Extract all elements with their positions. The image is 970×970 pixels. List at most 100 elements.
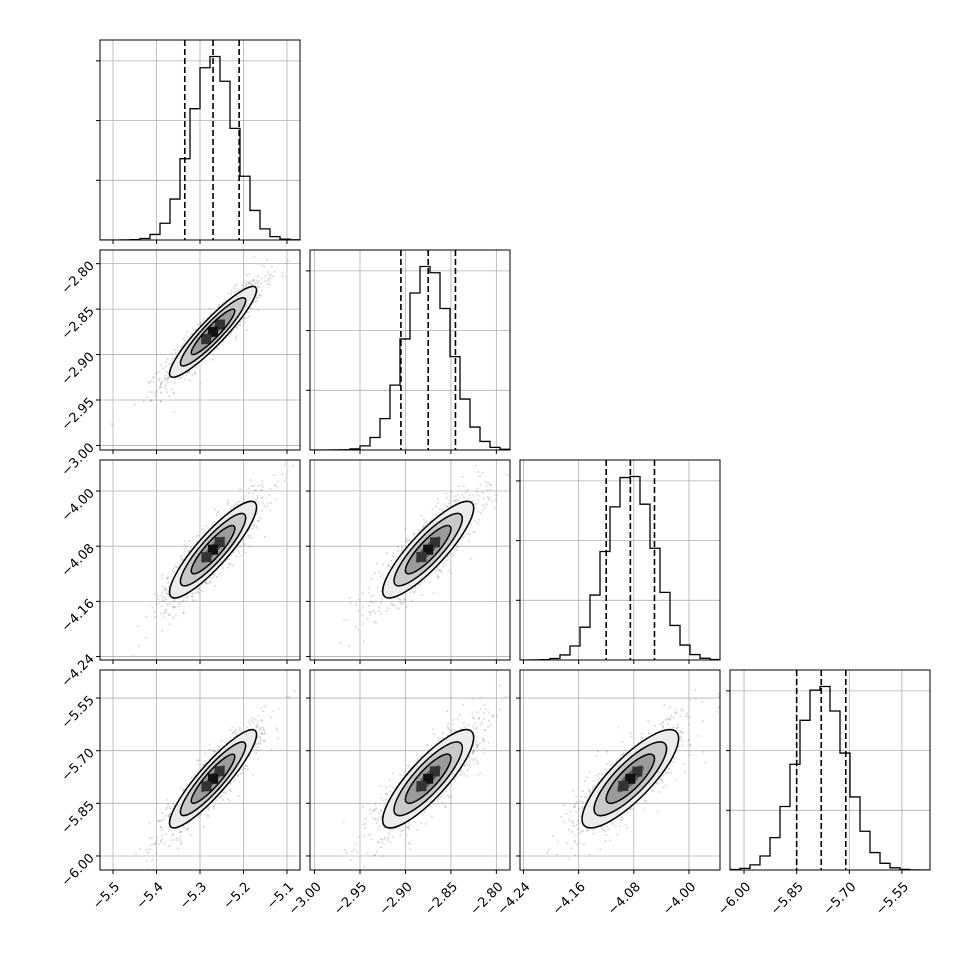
histogram-step-line — [520, 475, 720, 660]
scatter-point — [361, 592, 364, 595]
scatter-point — [197, 759, 200, 761]
scatter-point — [474, 520, 477, 523]
scatter-point — [168, 613, 171, 616]
scatter-point — [226, 503, 229, 505]
scatter-point — [267, 274, 270, 277]
scatter-point — [182, 345, 184, 347]
scatter-point — [235, 338, 237, 341]
scatter-point — [287, 245, 289, 247]
scatter-point — [209, 580, 212, 583]
scatter-point — [398, 597, 400, 600]
scatter-point — [145, 615, 148, 618]
contour-line-2 — [190, 308, 236, 356]
scatter-point — [177, 597, 180, 600]
scatter-point — [267, 283, 270, 286]
scatter-point — [186, 596, 189, 598]
scatter-point — [161, 380, 164, 383]
scatter-point — [396, 596, 399, 599]
scatter-point — [400, 603, 403, 606]
scatter-point — [462, 536, 465, 538]
scatter-point — [482, 717, 485, 720]
contour-line-1 — [179, 296, 247, 367]
scatter-point — [168, 602, 171, 605]
scatter-point — [153, 394, 156, 397]
scatter-panel-2-1 — [306, 459, 511, 664]
scatter-point — [410, 599, 413, 602]
scatter-point — [434, 505, 437, 508]
scatter-point — [171, 357, 174, 360]
scatter-point — [479, 512, 482, 514]
scatter-point — [454, 499, 457, 502]
scatter-point — [458, 496, 461, 499]
scatter-point — [378, 606, 381, 609]
scatter-point — [164, 609, 167, 612]
scatter-point — [190, 834, 193, 836]
scatter-point — [495, 494, 498, 496]
scatter-point — [165, 806, 168, 809]
scatter-point — [372, 594, 375, 597]
scatter-point — [239, 545, 242, 548]
scatter-point — [456, 499, 459, 502]
scatter-point — [213, 573, 216, 576]
scatter-panel-3-1 — [306, 669, 511, 874]
scatter-point — [225, 792, 228, 794]
scatter-point — [204, 752, 207, 755]
scatter-point — [448, 499, 451, 502]
scatter-point — [175, 837, 178, 840]
scatter-point — [165, 388, 168, 390]
contour-line-0 — [168, 728, 258, 829]
scatter-point — [408, 539, 411, 542]
scatter-point — [488, 484, 491, 486]
scatter-point — [231, 506, 234, 508]
scatter-point — [241, 771, 244, 774]
scatter-point — [163, 818, 165, 821]
scatter-point — [444, 805, 446, 808]
scatter-point — [205, 762, 207, 764]
contour-line-2 — [190, 524, 236, 575]
density-core-block — [201, 552, 212, 563]
scatter-point — [163, 379, 166, 382]
scatter-point — [218, 745, 220, 748]
scatter-point — [258, 520, 260, 522]
scatter-point — [178, 349, 181, 352]
scatter-point — [239, 488, 242, 490]
scatter-point — [432, 592, 435, 595]
scatter-point — [432, 733, 435, 735]
scatter-point — [220, 797, 223, 799]
scatter-point — [157, 819, 160, 822]
scatter-point — [401, 547, 403, 549]
scatter-point — [200, 322, 202, 324]
scatter-point — [373, 611, 376, 614]
scatter-point — [449, 730, 452, 733]
scatter-point — [168, 807, 171, 810]
scatter-point — [485, 484, 488, 487]
scatter-point — [138, 848, 141, 851]
scatter-point — [446, 506, 449, 508]
scatter-point — [151, 836, 153, 839]
scatter-point — [421, 593, 424, 596]
scatter-point — [169, 844, 172, 847]
scatter-point — [245, 286, 247, 288]
scatter-point — [230, 290, 233, 293]
scatter-point — [244, 551, 247, 554]
scatter-point — [238, 324, 241, 326]
scatter-point — [447, 727, 450, 730]
scatter-point — [167, 585, 170, 588]
scatter-point — [222, 567, 224, 569]
scatter-point — [253, 489, 256, 492]
scatter-point — [194, 370, 197, 373]
scatter-point — [477, 494, 479, 497]
scatter-point — [173, 411, 176, 413]
scatter-point — [456, 494, 459, 496]
scatter-point — [234, 503, 237, 506]
scatter-point — [153, 843, 155, 846]
scatter-point — [213, 750, 216, 753]
scatter-point — [477, 471, 480, 473]
scatter-point — [153, 610, 156, 613]
scatter-point — [276, 729, 278, 732]
scatter-point — [161, 585, 164, 588]
scatter-point — [391, 603, 394, 606]
scatter-point — [183, 540, 186, 543]
scatter-point — [396, 545, 399, 548]
scatter-point — [452, 554, 454, 557]
